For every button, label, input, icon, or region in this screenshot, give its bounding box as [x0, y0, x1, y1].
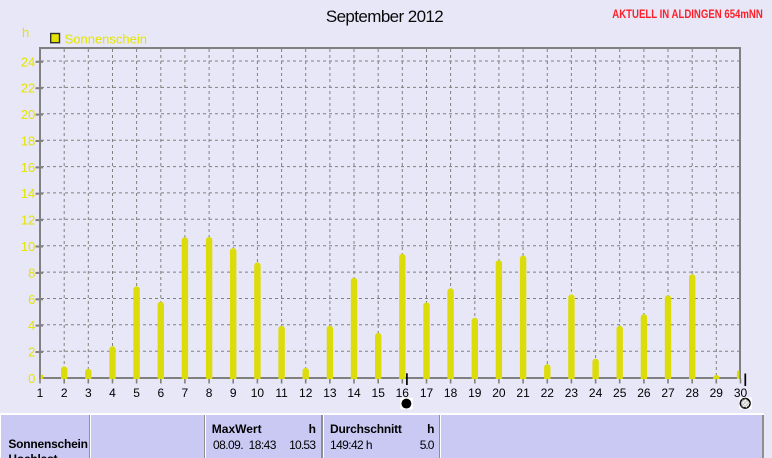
- svg-text:6: 6: [157, 386, 164, 400]
- svg-text:16: 16: [21, 160, 35, 175]
- svg-text:Sonnenschein: Sonnenschein: [65, 32, 147, 47]
- svg-text:2: 2: [28, 345, 35, 360]
- svg-text:22: 22: [541, 386, 555, 400]
- svg-text:13: 13: [323, 386, 337, 400]
- svg-text:12: 12: [299, 386, 313, 400]
- svg-text:18: 18: [444, 386, 458, 400]
- svg-text:17: 17: [420, 386, 434, 400]
- svg-text:7: 7: [182, 386, 189, 400]
- svg-text:3: 3: [85, 386, 92, 400]
- svg-text:20: 20: [492, 386, 506, 400]
- svg-text:0: 0: [28, 371, 35, 386]
- svg-text:8: 8: [28, 265, 35, 280]
- svg-text:September 2012: September 2012: [326, 7, 443, 26]
- svg-text:10: 10: [251, 386, 265, 400]
- svg-text:2: 2: [61, 386, 68, 400]
- svg-text:21: 21: [516, 386, 530, 400]
- svg-text:20: 20: [21, 107, 35, 122]
- svg-text:1: 1: [37, 386, 44, 400]
- svg-text:29: 29: [710, 386, 724, 400]
- svg-text:4: 4: [28, 318, 35, 333]
- svg-text:6: 6: [28, 292, 35, 307]
- svg-text:h: h: [22, 25, 29, 40]
- svg-text:5: 5: [133, 386, 140, 400]
- svg-text:12: 12: [21, 213, 35, 228]
- svg-text:24: 24: [21, 54, 35, 69]
- svg-text:9: 9: [230, 386, 237, 400]
- svg-text:15: 15: [372, 386, 386, 400]
- svg-text:4: 4: [109, 386, 116, 400]
- svg-text:14: 14: [347, 386, 361, 400]
- svg-text:23: 23: [565, 386, 579, 400]
- svg-text:22: 22: [21, 81, 35, 96]
- svg-text:25: 25: [613, 386, 627, 400]
- svg-text:8: 8: [206, 386, 213, 400]
- svg-text:AKTUELL IN ALDINGEN 654mNN: AKTUELL IN ALDINGEN 654mNN: [612, 7, 763, 21]
- svg-text:24: 24: [589, 386, 603, 400]
- svg-text:30: 30: [734, 386, 748, 400]
- svg-text:18: 18: [21, 134, 35, 149]
- svg-text:14: 14: [21, 186, 35, 201]
- svg-text:26: 26: [637, 386, 651, 400]
- svg-text:27: 27: [661, 386, 675, 400]
- svg-text:11: 11: [275, 386, 288, 400]
- svg-text:28: 28: [686, 386, 700, 400]
- svg-text:16: 16: [396, 386, 410, 400]
- svg-text:10: 10: [21, 239, 35, 254]
- svg-text:19: 19: [468, 386, 482, 400]
